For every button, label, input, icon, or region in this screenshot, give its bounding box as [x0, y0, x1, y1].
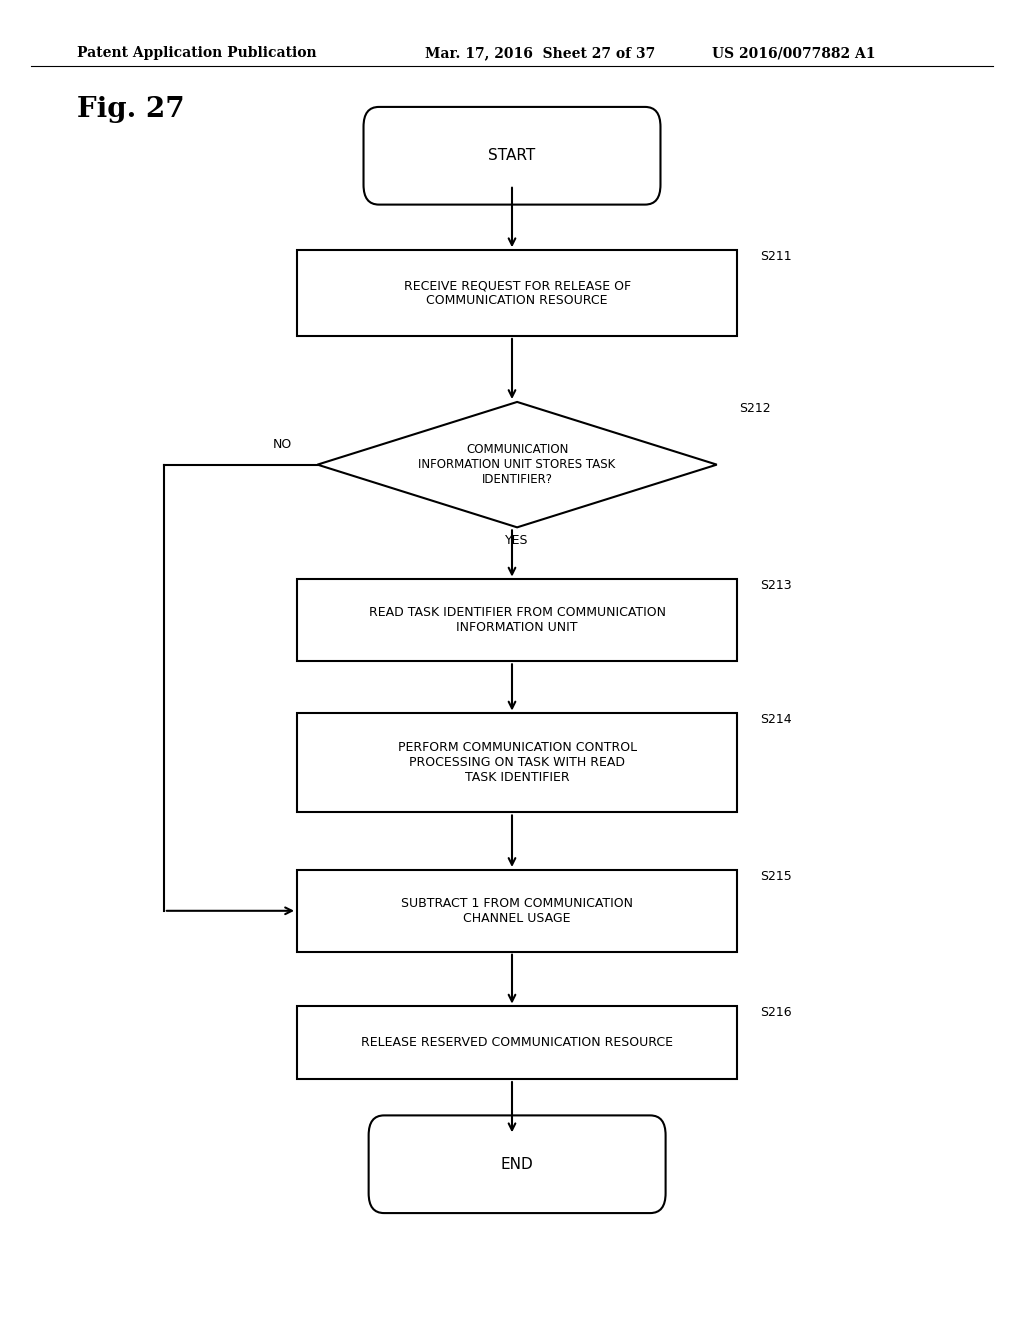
Text: START: START — [488, 148, 536, 164]
Text: COMMUNICATION
INFORMATION UNIT STORES TASK
IDENTIFIER?: COMMUNICATION INFORMATION UNIT STORES TA… — [419, 444, 615, 486]
Text: PERFORM COMMUNICATION CONTROL
PROCESSING ON TASK WITH READ
TASK IDENTIFIER: PERFORM COMMUNICATION CONTROL PROCESSING… — [397, 742, 637, 784]
FancyBboxPatch shape — [364, 107, 660, 205]
Text: S211: S211 — [760, 251, 792, 263]
Bar — [297, 251, 737, 335]
Text: S212: S212 — [739, 401, 771, 414]
Text: RECEIVE REQUEST FOR RELEASE OF
COMMUNICATION RESOURCE: RECEIVE REQUEST FOR RELEASE OF COMMUNICA… — [403, 279, 631, 308]
Text: NO: NO — [272, 438, 292, 451]
Bar — [297, 1006, 737, 1080]
Text: Mar. 17, 2016  Sheet 27 of 37: Mar. 17, 2016 Sheet 27 of 37 — [425, 46, 655, 61]
Text: Patent Application Publication: Patent Application Publication — [77, 46, 316, 61]
Text: END: END — [501, 1156, 534, 1172]
Text: RELEASE RESERVED COMMUNICATION RESOURCE: RELEASE RESERVED COMMUNICATION RESOURCE — [361, 1036, 673, 1049]
Text: S213: S213 — [760, 579, 792, 593]
FancyBboxPatch shape — [369, 1115, 666, 1213]
Text: S216: S216 — [760, 1006, 792, 1019]
Polygon shape — [317, 401, 717, 527]
Bar — [297, 713, 737, 812]
Bar — [297, 579, 737, 661]
Text: READ TASK IDENTIFIER FROM COMMUNICATION
INFORMATION UNIT: READ TASK IDENTIFIER FROM COMMUNICATION … — [369, 606, 666, 635]
Text: US 2016/0077882 A1: US 2016/0077882 A1 — [712, 46, 876, 61]
Text: SUBTRACT 1 FROM COMMUNICATION
CHANNEL USAGE: SUBTRACT 1 FROM COMMUNICATION CHANNEL US… — [401, 896, 633, 925]
Text: YES: YES — [506, 533, 528, 546]
Text: Fig. 27: Fig. 27 — [77, 96, 184, 123]
Text: S215: S215 — [760, 870, 792, 883]
Text: S214: S214 — [760, 713, 792, 726]
Bar — [297, 870, 737, 952]
